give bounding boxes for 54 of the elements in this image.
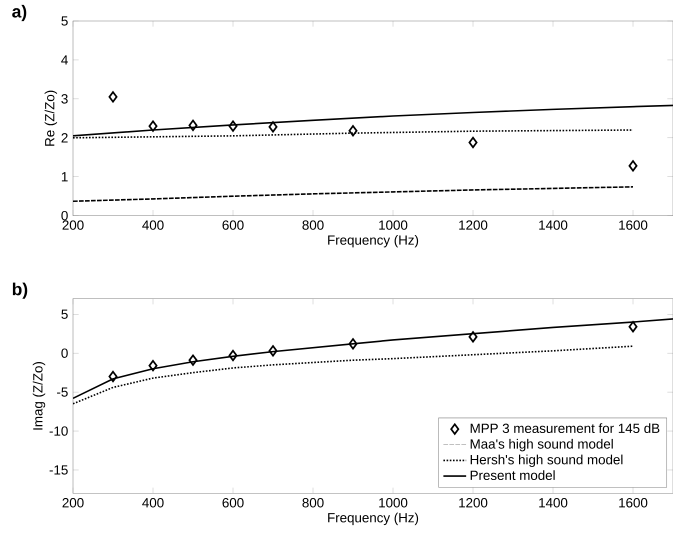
point: [628, 160, 638, 172]
x-tick-label: 400: [142, 220, 164, 230]
y-tick-label: 2: [62, 133, 68, 142]
y-tick-label: 0: [61, 348, 68, 358]
x-tick-label: 1000: [379, 498, 408, 508]
point: [108, 91, 118, 103]
x-tick-label: 1200: [459, 220, 488, 230]
point: [468, 136, 478, 148]
x-tick-label: 400: [142, 498, 164, 508]
point: [188, 354, 198, 366]
x-tick-label: 1200: [459, 498, 488, 508]
x-axis-title: Frequency (Hz): [328, 234, 418, 248]
x-tick-label: 1400: [539, 498, 568, 508]
x-tick-label: 1400: [539, 220, 568, 230]
x-tick-label: 600: [222, 498, 244, 508]
legend-label: Maa's high sound model: [470, 438, 613, 452]
line-series: [73, 186, 634, 202]
y-tick-label: 0: [61, 210, 68, 220]
x-tick-label: 600: [222, 220, 244, 230]
x-tick-label: 1600: [619, 498, 648, 508]
x-tick-label: 800: [302, 498, 324, 508]
point: [348, 338, 358, 350]
point: [148, 360, 158, 372]
point: [628, 321, 638, 332]
point: [188, 120, 198, 132]
x-tick-label: 800: [302, 220, 324, 230]
legend-label: MPP 3 measurement for 145 dB: [470, 423, 660, 434]
y-tick-label: -10: [50, 426, 68, 436]
x-tick-label: 1600: [619, 220, 648, 230]
y-tick-label: 4: [61, 55, 68, 65]
legend-label: Hersh's high sound model: [470, 454, 622, 467]
y-tick-label: -5: [57, 387, 68, 397]
chart-title: b): [12, 282, 28, 299]
point: [148, 120, 158, 132]
point: [348, 125, 358, 136]
y-axis-title: Imag (Z/Zo): [32, 362, 46, 430]
point: [268, 121, 278, 133]
y-tick-label: 5: [61, 16, 68, 26]
y-tick-label: -15: [50, 465, 68, 475]
y-axis-title: Re (Z/Zo): [44, 90, 58, 146]
x-tick-label: 200: [62, 498, 84, 508]
y-tick-label: 5: [61, 310, 68, 319]
x-axis-title: Frequency (Hz): [328, 512, 418, 526]
chart-title: a): [12, 4, 26, 22]
y-tick-label: 3: [61, 94, 68, 104]
point: [108, 370, 118, 382]
x-tick-label: 200: [62, 220, 84, 230]
point: [468, 331, 478, 342]
point: [268, 345, 278, 357]
point: [228, 350, 238, 362]
point: [228, 120, 238, 132]
legend-label: Present model: [470, 470, 555, 480]
x-tick-label: 1000: [379, 220, 408, 230]
y-tick-label: 1: [62, 172, 68, 182]
